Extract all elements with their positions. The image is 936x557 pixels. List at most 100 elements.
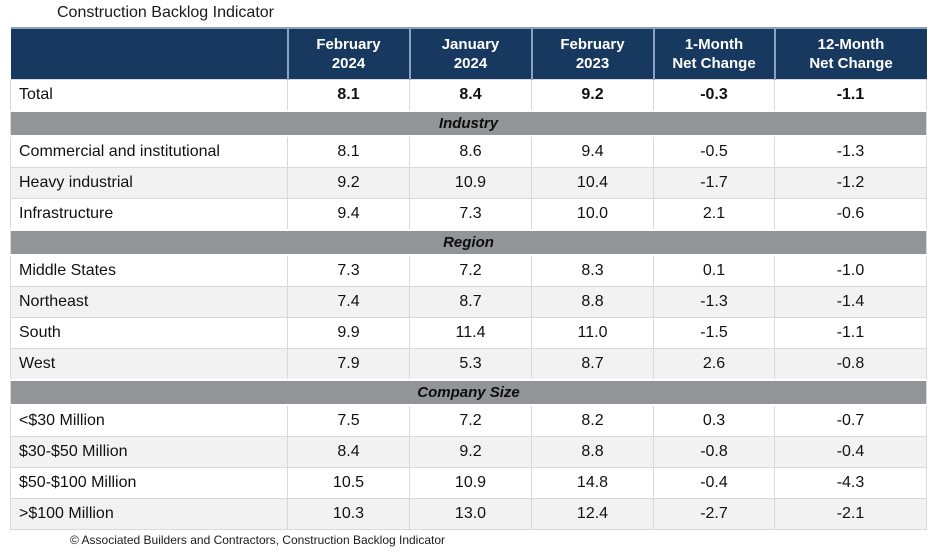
value-cell: -0.4 [774,436,927,468]
value-cell: 9.2 [409,436,532,468]
value-cell: -0.7 [774,404,927,437]
row-label-cell: Heavy industrial [10,167,288,199]
value-cell: 7.3 [287,254,410,287]
value-cell: 7.2 [409,254,532,287]
value-cell: 8.1 [287,135,410,168]
value-cell: 2.1 [653,198,775,231]
value-cell: 2.6 [653,348,775,381]
column-header: February 2023 [531,27,655,80]
table-row: Infrastructure 9.4 7.3 10.0 2.1 -0.6 [10,198,927,231]
value-cell: -0.6 [774,198,927,231]
value-cell: 7.5 [287,404,410,437]
value-cell: -1.7 [653,167,775,199]
value-cell: -1.0 [774,254,927,287]
row-label-cell: Middle States [10,254,288,287]
value-cell: 7.4 [287,286,410,318]
value-cell: 8.1 [287,79,410,112]
section-header-row: Industry [10,110,927,137]
value-cell: 9.4 [531,135,654,168]
table-row: >$100 Million 10.3 13.0 12.4 -2.7 -2.1 [10,498,927,530]
value-cell: 11.4 [409,317,532,349]
value-cell: 9.2 [287,167,410,199]
column-header: 1-Month Net Change [653,27,776,80]
value-cell: 10.4 [531,167,654,199]
column-header: 12-Month Net Change [774,27,927,80]
value-cell: 13.0 [409,498,532,530]
value-cell: -0.4 [653,467,775,499]
value-cell: 8.8 [531,436,654,468]
table-row: West 7.9 5.3 8.7 2.6 -0.8 [10,348,927,381]
row-label-column-header [10,27,289,80]
value-cell: 10.9 [409,467,532,499]
value-cell: 8.2 [531,404,654,437]
value-cell: 10.9 [409,167,532,199]
value-cell: 7.9 [287,348,410,381]
value-cell: -1.4 [774,286,927,318]
value-cell: 10.5 [287,467,410,499]
source-attribution: © Associated Builders and Contractors, C… [70,533,446,547]
value-cell: -0.8 [774,348,927,381]
construction-backlog-table: February 2024 January 2024 February 2023 1-… [10,27,927,530]
row-label-cell: South [10,317,288,349]
value-cell: 8.3 [531,254,654,287]
row-label-cell: Northeast [10,286,288,318]
header-row: February 2024 January 2024 February 2023 1-… [10,27,927,80]
value-cell: -1.5 [653,317,775,349]
value-cell: -2.7 [653,498,775,530]
value-cell: -1.3 [774,135,927,168]
value-cell: -1.2 [774,167,927,199]
value-cell: 8.4 [409,79,532,112]
value-cell: 8.8 [531,286,654,318]
table-header: February 2024 January 2024 February 2023 1-… [10,27,927,80]
table-row: Middle States 7.3 7.2 8.3 0.1 -1.0 [10,254,927,287]
value-cell: -0.5 [653,135,775,168]
total-row: Total 8.1 8.4 9.2 -0.3 -1.1 [10,79,927,112]
value-cell: 7.3 [409,198,532,231]
table-row: Commercial and institutional 8.1 8.6 9.4 -0.… [10,135,927,168]
column-header: February 2024 [287,27,411,80]
section-header-row: Company Size [10,379,927,406]
table-row: Northeast 7.4 8.7 8.8 -1.3 -1.4 [10,286,927,318]
value-cell: 8.4 [287,436,410,468]
value-cell: 7.2 [409,404,532,437]
table-row: South 9.9 11.4 11.0 -1.5 -1.1 [10,317,927,349]
section-header-label: Company Size [10,379,927,406]
row-label-cell: >$100 Million [10,498,288,530]
value-cell: 12.4 [531,498,654,530]
table-row: $50-$100 Million 10.5 10.9 14.8 -0.4 -4.3 [10,467,927,499]
value-cell: -4.3 [774,467,927,499]
row-label-cell: $30-$50 Million [10,436,288,468]
value-cell: 5.3 [409,348,532,381]
value-cell: 8.7 [409,286,532,318]
value-cell: 0.1 [653,254,775,287]
value-cell: -1.1 [774,79,927,112]
row-label-cell: $50-$100 Million [10,467,288,499]
value-cell: -0.8 [653,436,775,468]
column-header: January 2024 [409,27,533,80]
value-cell: -2.1 [774,498,927,530]
table-body: Total 8.1 8.4 9.2 -0.3 -1.1 Industry Commercial… [10,79,927,530]
value-cell: 9.9 [287,317,410,349]
value-cell: 10.3 [287,498,410,530]
value-cell: 14.8 [531,467,654,499]
section-header-row: Region [10,229,927,256]
table-row: Heavy industrial 9.2 10.9 10.4 -1.7 -1.2 [10,167,927,199]
value-cell: 8.6 [409,135,532,168]
table-row: $30-$50 Million 8.4 9.2 8.8 -0.8 -0.4 [10,436,927,468]
value-cell: 0.3 [653,404,775,437]
section-header-label: Region [10,229,927,256]
row-label-cell: Commercial and institutional [10,135,288,168]
value-cell: -1.1 [774,317,927,349]
value-cell: 11.0 [531,317,654,349]
value-cell: 10.0 [531,198,654,231]
row-label-cell: West [10,348,288,381]
value-cell: -1.3 [653,286,775,318]
section-header-label: Industry [10,110,927,137]
table-row: <$30 Million 7.5 7.2 8.2 0.3 -0.7 [10,404,927,437]
value-cell: 9.2 [531,79,654,112]
row-label-cell: <$30 Million [10,404,288,437]
page-title: Construction Backlog Indicator [57,4,274,21]
row-label-cell: Infrastructure [10,198,288,231]
row-label-cell: Total [10,79,288,112]
